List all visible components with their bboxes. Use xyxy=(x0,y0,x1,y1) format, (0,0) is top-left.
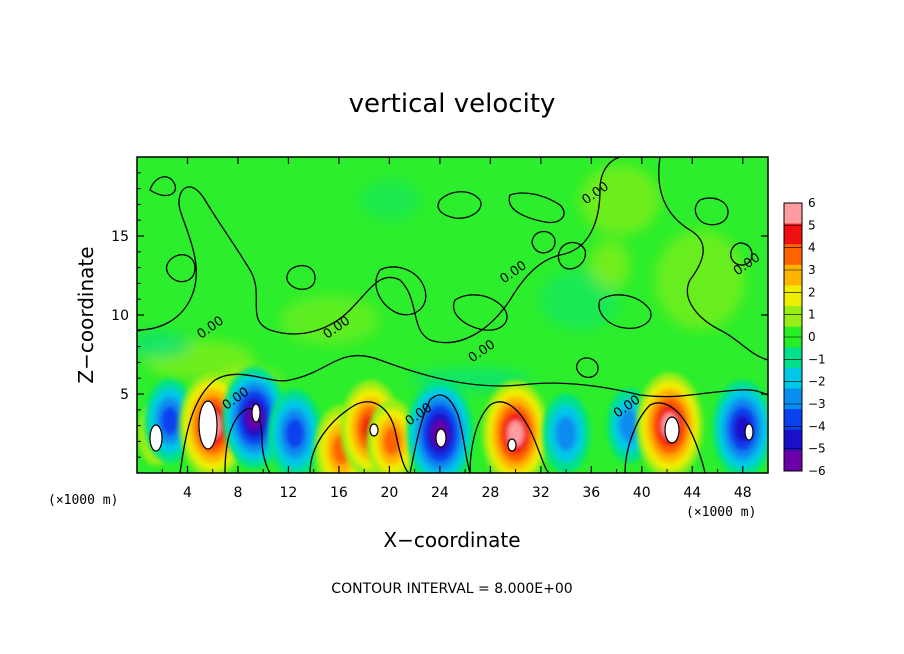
y-axis: 5 10 15 xyxy=(111,172,768,458)
colorbar: 6 5 4 3 2 1 0 −1 −2 −3 −4 −5 −6 xyxy=(783,196,826,478)
x-tick-label: 48 xyxy=(734,485,752,501)
velocity-cell xyxy=(482,380,549,473)
x-tick-label: 8 xyxy=(233,485,242,501)
colorbar-swatch xyxy=(784,367,802,390)
colorbar-tick-label: −4 xyxy=(808,419,826,433)
velocity-cell xyxy=(267,389,322,473)
y-axis-title: Z−coordinate xyxy=(74,246,98,383)
colorbar-swatch xyxy=(784,347,802,369)
x-tick-label: 24 xyxy=(431,485,449,501)
velocity-cell xyxy=(366,399,418,473)
colorbar-swatch xyxy=(784,223,802,245)
velocity-cells xyxy=(137,366,768,473)
velocity-cell xyxy=(712,380,768,473)
colorbar-tick-label: −2 xyxy=(808,375,826,389)
velocity-cell xyxy=(542,394,590,473)
colorbar-swatch xyxy=(784,429,802,451)
colorbar-tick-label: −1 xyxy=(808,352,826,366)
colorbar-swatch xyxy=(784,264,802,286)
colorbar-tick-label: 6 xyxy=(808,196,816,210)
colorbar-swatch xyxy=(784,409,802,431)
colorbar-tick-label: 5 xyxy=(808,218,816,232)
colorbar-swatch xyxy=(784,450,802,472)
x-tick-label: 12 xyxy=(280,485,298,501)
x-tick-label: 20 xyxy=(380,485,398,501)
y-tick-label: 15 xyxy=(111,229,129,245)
x-axis: 4 8 12 16 20 24 28 32 36 40 44 48 xyxy=(161,157,752,501)
chart-title: vertical velocity xyxy=(349,89,556,119)
x-axis-unit-left: (×1000 m) xyxy=(48,493,118,508)
x-tick-label: 16 xyxy=(330,485,348,501)
plot-area: 0.00 0.000.000.000.000.000.000.000.00 xyxy=(137,157,768,473)
x-axis-title: X−coordinate xyxy=(383,528,520,552)
colorbar-tick-label: 0 xyxy=(808,330,816,344)
colorbar-tick-label: 3 xyxy=(808,263,816,277)
colorbar-swatch xyxy=(784,244,802,266)
colorbar-tick-label: 1 xyxy=(808,308,816,322)
y-tick-label: 5 xyxy=(120,387,129,403)
contour-lines xyxy=(137,157,768,473)
colorbar-swatch xyxy=(784,203,802,225)
colorbar-swatch xyxy=(784,306,802,328)
x-tick-label: 28 xyxy=(481,485,499,501)
extreme-cores xyxy=(149,400,754,452)
colorbar-swatch xyxy=(784,285,802,307)
y-tick-label: 10 xyxy=(111,308,129,324)
colorbar-tick-label: −6 xyxy=(808,464,826,478)
contour-interval-note: CONTOUR INTERVAL = 8.000E+00 xyxy=(331,581,572,597)
colorbar-swatch xyxy=(784,388,802,410)
x-tick-label: 32 xyxy=(532,485,550,501)
x-tick-label: 40 xyxy=(633,485,651,501)
colorbar-tick-label: −5 xyxy=(808,442,826,456)
x-axis-unit-right: (×1000 m) xyxy=(686,505,756,520)
x-tick-label: 44 xyxy=(683,485,701,501)
x-tick-label: 36 xyxy=(582,485,600,501)
x-tick-label: 4 xyxy=(183,485,192,501)
colorbar-tick-label: 4 xyxy=(808,241,816,255)
colorbar-tick-label: −3 xyxy=(808,397,826,411)
colorbar-tick-label: 2 xyxy=(808,285,816,299)
